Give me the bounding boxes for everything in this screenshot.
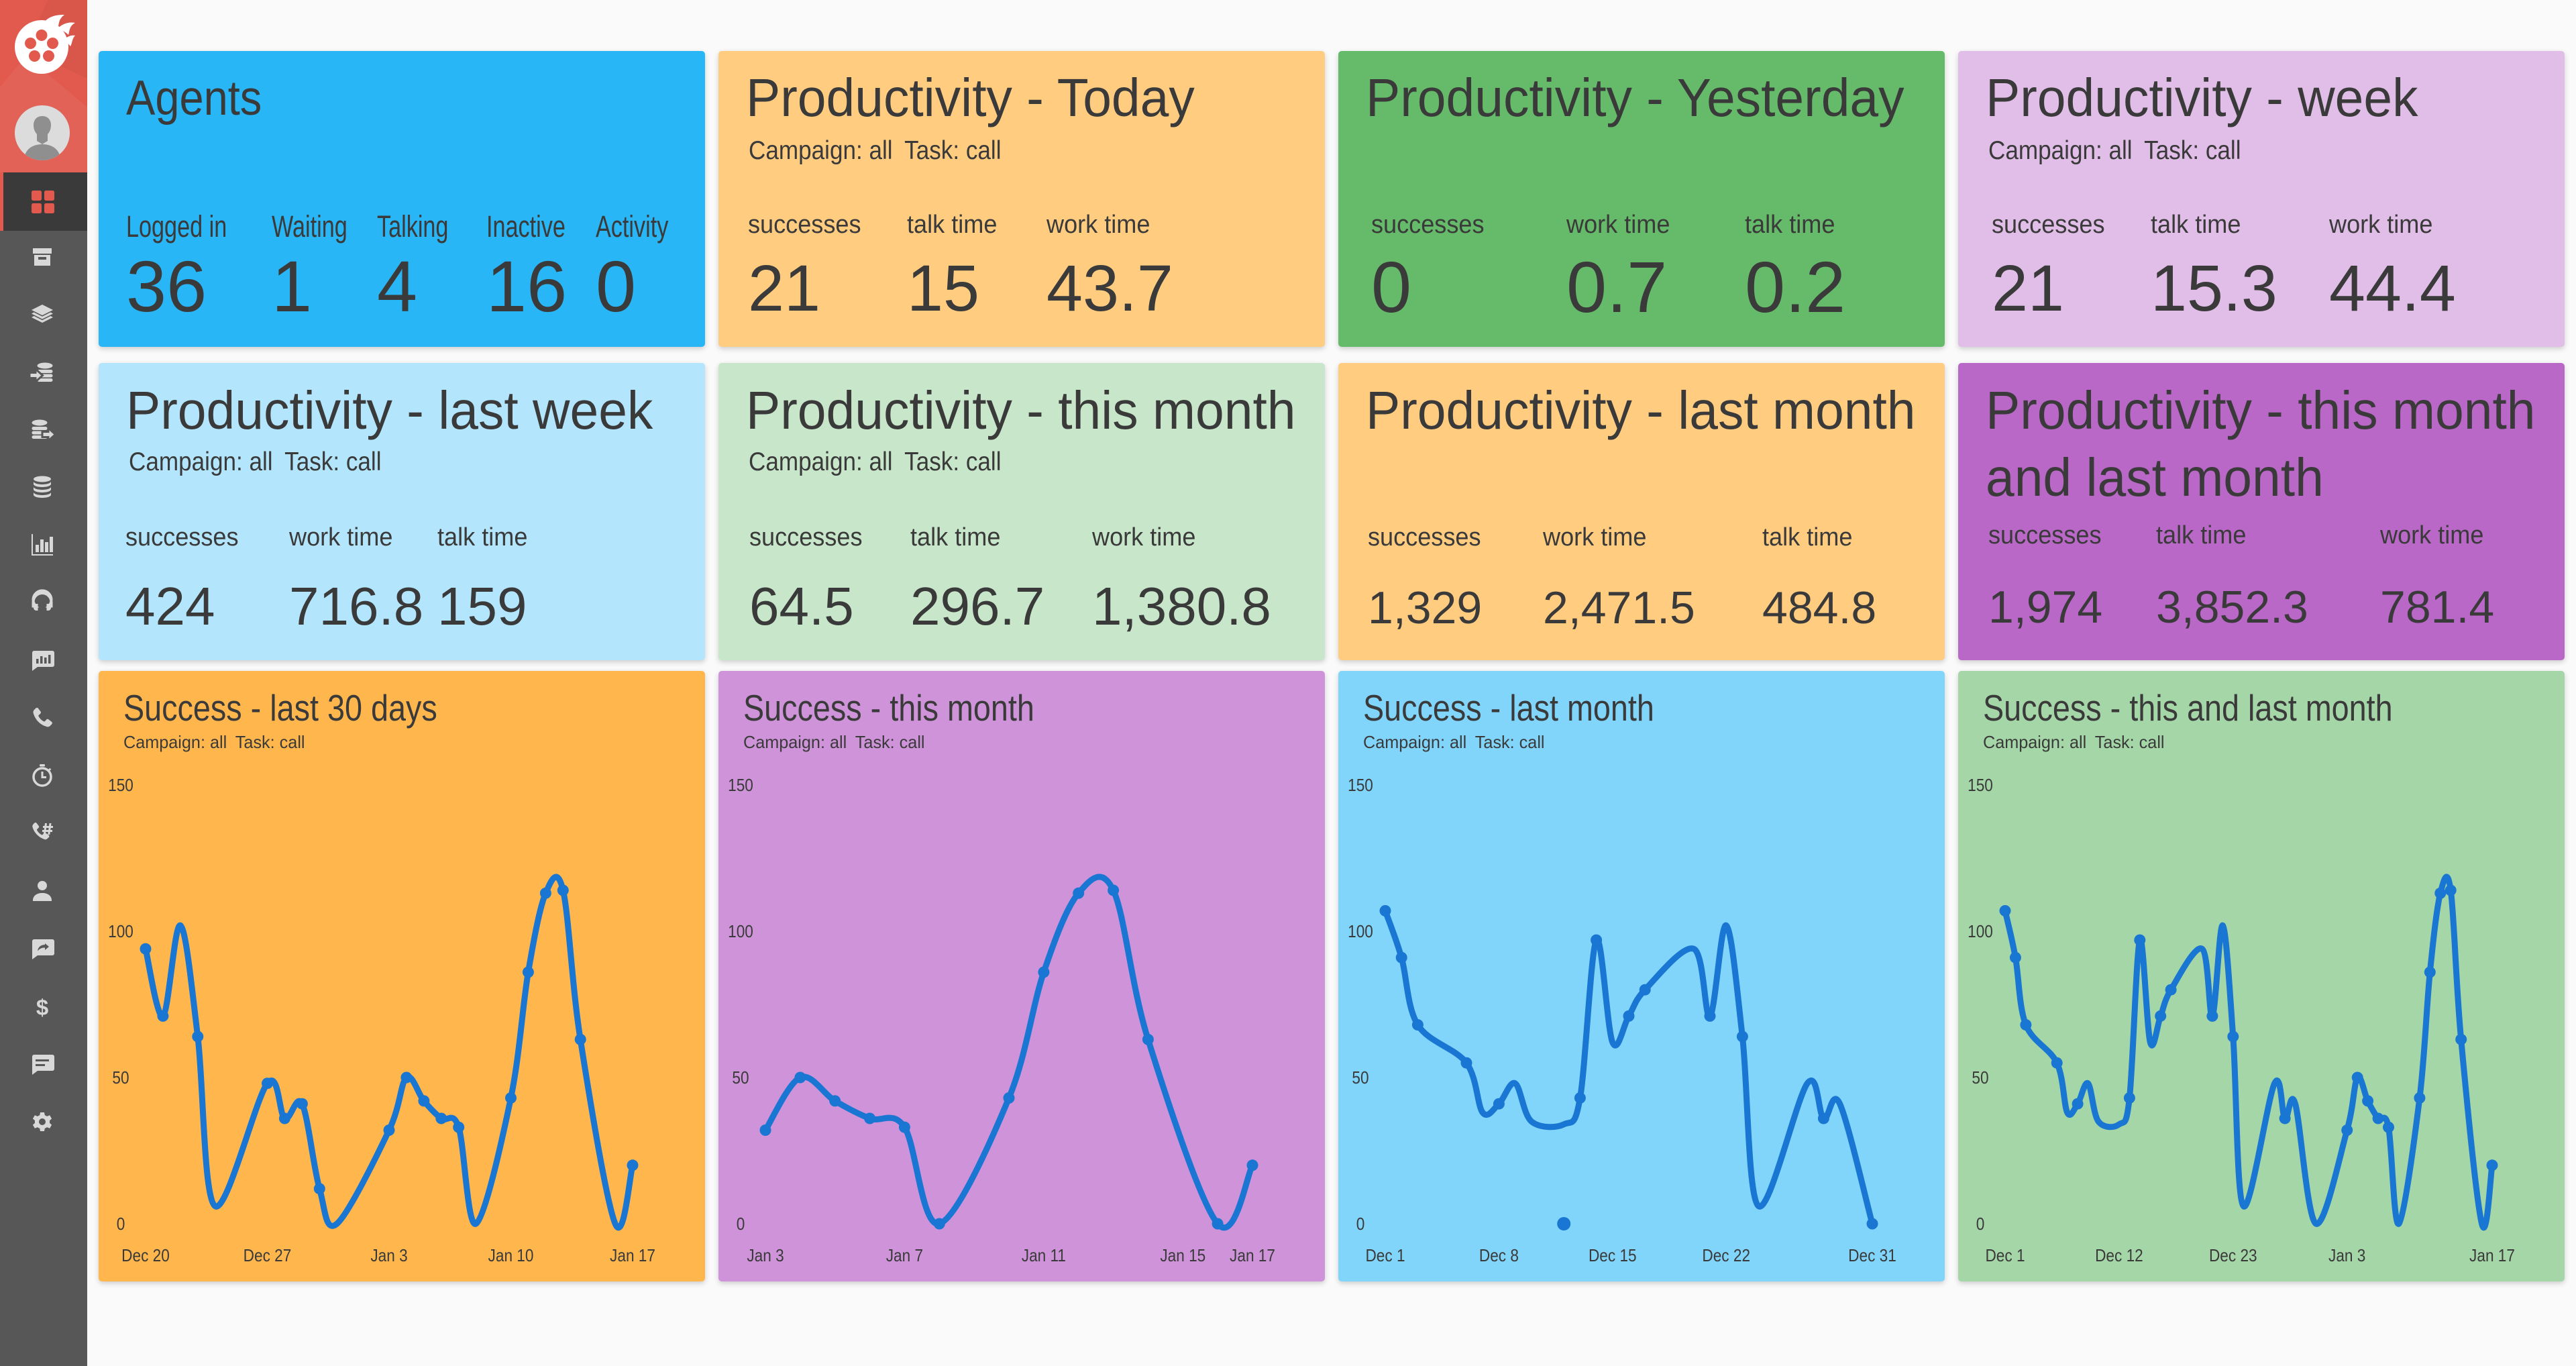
svg-text:50: 50 <box>1972 1069 1988 1088</box>
svg-text:0: 0 <box>117 1215 125 1234</box>
svg-text:Jan 3: Jan 3 <box>747 1247 784 1266</box>
svg-text:100: 100 <box>1968 923 1993 942</box>
svg-text:150: 150 <box>728 776 753 796</box>
svg-text:Jan 17: Jan 17 <box>2469 1247 2515 1266</box>
svg-text:50: 50 <box>732 1069 749 1088</box>
svg-text:$: $ <box>36 995 48 1020</box>
svg-text:Dec 8: Dec 8 <box>1479 1247 1519 1266</box>
svg-text:0: 0 <box>737 1215 745 1234</box>
svg-text:50: 50 <box>1352 1069 1368 1088</box>
svg-text:Jan 15: Jan 15 <box>1160 1247 1205 1266</box>
svg-text:Jan 3: Jan 3 <box>370 1247 407 1266</box>
svg-text:150: 150 <box>108 776 133 796</box>
svg-text:50: 50 <box>112 1069 129 1088</box>
svg-text:Dec 15: Dec 15 <box>1589 1247 1637 1266</box>
svg-text:100: 100 <box>728 923 753 942</box>
svg-text:Dec 12: Dec 12 <box>2095 1247 2143 1266</box>
svg-text:100: 100 <box>1348 923 1373 942</box>
svg-text:Dec 31: Dec 31 <box>1848 1247 1896 1266</box>
svg-text:0: 0 <box>1356 1215 1365 1234</box>
svg-text:150: 150 <box>1348 776 1373 796</box>
svg-text:Jan 3: Jan 3 <box>2328 1247 2365 1266</box>
svg-text:100: 100 <box>108 923 133 942</box>
svg-text:Jan 17: Jan 17 <box>610 1247 655 1266</box>
svg-text:Dec 22: Dec 22 <box>1702 1247 1750 1266</box>
svg-text:Dec 1: Dec 1 <box>1365 1247 1405 1266</box>
svg-text:Dec 27: Dec 27 <box>244 1247 292 1266</box>
svg-text:Dec 20: Dec 20 <box>121 1247 170 1266</box>
svg-text:Dec 23: Dec 23 <box>2209 1247 2257 1266</box>
svg-text:Jan 17: Jan 17 <box>1230 1247 1275 1266</box>
svg-text:150: 150 <box>1968 776 1993 796</box>
svg-text:Jan 10: Jan 10 <box>488 1247 534 1266</box>
svg-text:0: 0 <box>1976 1215 1985 1234</box>
svg-text:Jan 7: Jan 7 <box>886 1247 923 1266</box>
svg-text:Jan 11: Jan 11 <box>1022 1247 1066 1266</box>
svg-text:Dec 1: Dec 1 <box>1985 1247 2025 1266</box>
